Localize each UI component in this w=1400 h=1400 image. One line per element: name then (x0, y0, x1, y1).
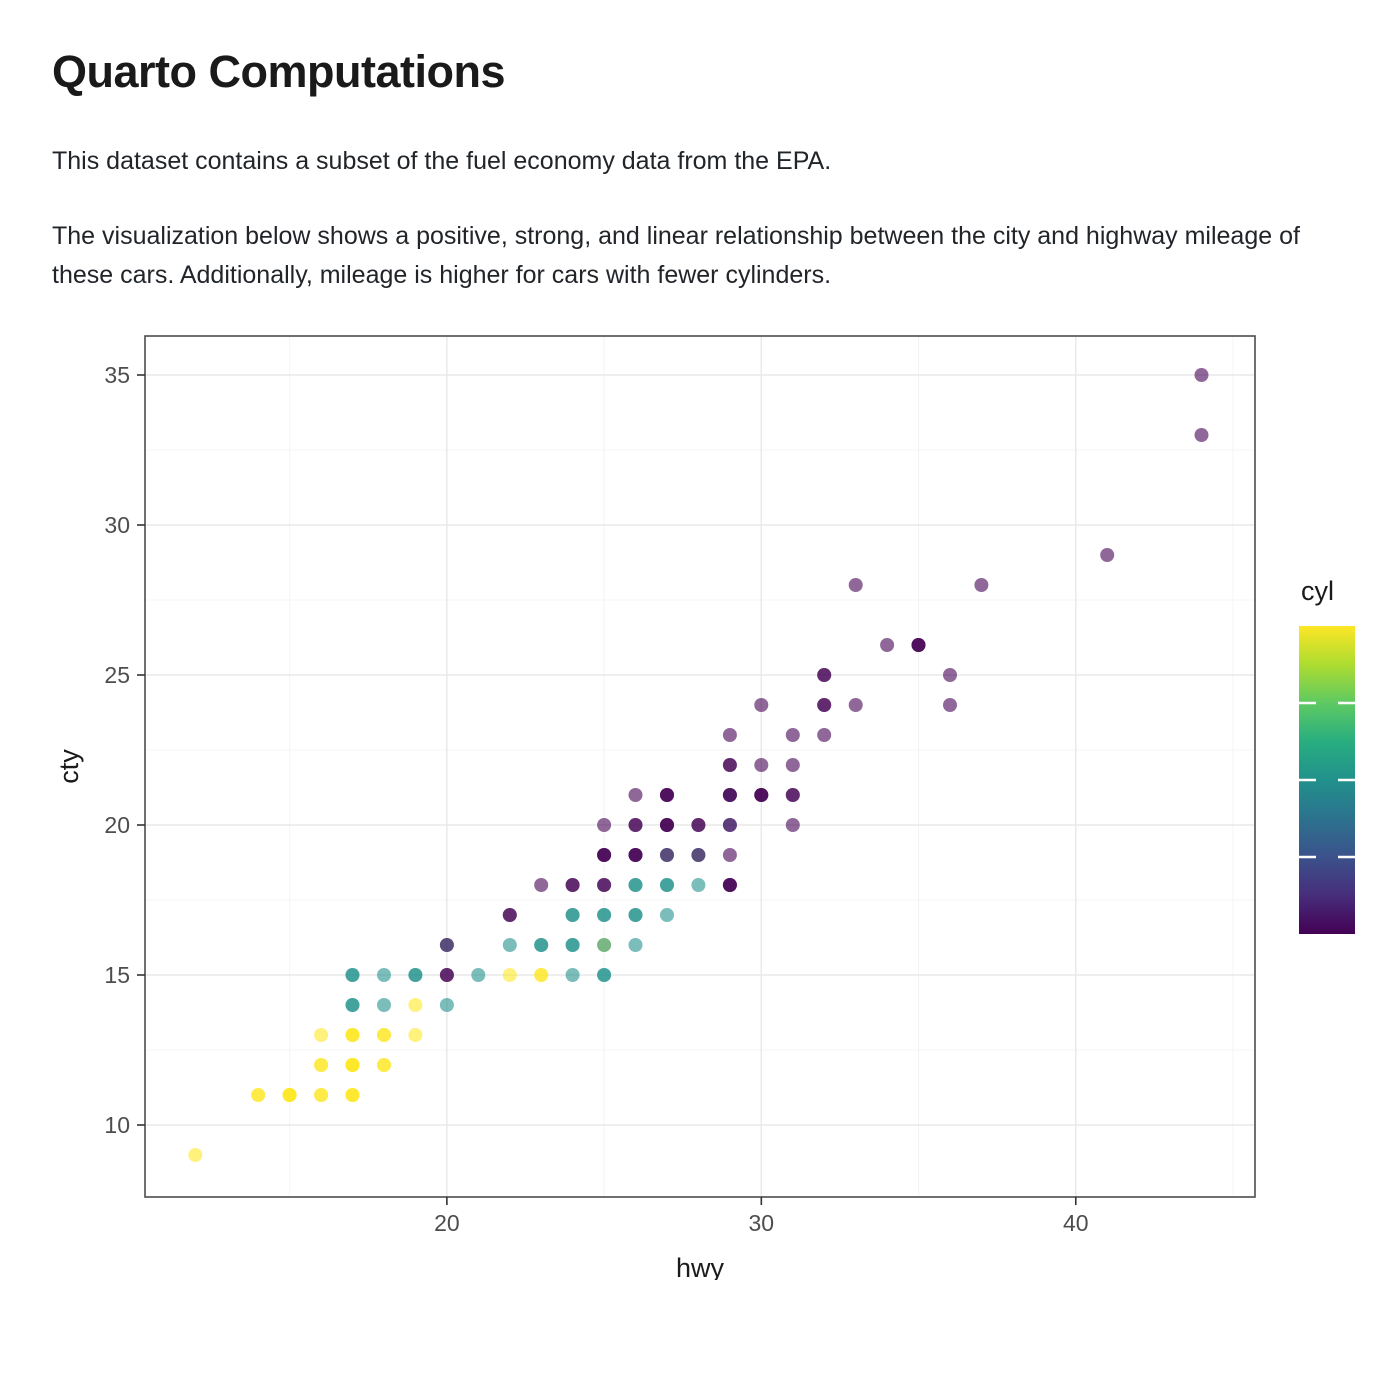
scatter-point (565, 908, 580, 923)
scatter-point (722, 878, 737, 893)
scatter-point (345, 1088, 360, 1103)
scatter-point (345, 1058, 360, 1073)
scatter-point (911, 638, 926, 653)
paragraph-dataset-description: This dataset contains a subset of the fu… (52, 147, 832, 175)
scatter-point (785, 728, 800, 743)
scatter-plot: 20 30 40 10 15 20 25 30 35 hwy cty cyl (52, 330, 1355, 1285)
scatter-point (817, 668, 832, 683)
scatter-point (660, 818, 674, 833)
y-tick-label: 30 (104, 512, 130, 538)
scatter-point (534, 938, 549, 953)
scatter-point (691, 848, 706, 863)
scatter-point (377, 998, 391, 1013)
scatter-point (628, 788, 643, 803)
figure: 20 30 40 10 15 20 25 30 35 hwy cty cyl (52, 330, 1355, 1285)
scatter-point (597, 878, 612, 893)
scatter-point (785, 758, 800, 773)
scatter-point (597, 818, 612, 833)
scatter-point (722, 758, 737, 773)
scatter-point (974, 578, 989, 593)
scatter-point (377, 968, 391, 983)
panel-border (144, 335, 1256, 1199)
scatter-point (660, 848, 674, 863)
y-tick-label: 25 (104, 662, 130, 688)
x-tick-label: 20 (434, 1210, 460, 1236)
scatter-point (597, 908, 612, 923)
scatter-point (502, 938, 517, 953)
scatter-point (314, 1058, 329, 1073)
scatter-point (754, 698, 769, 713)
scatter-point (1100, 548, 1115, 563)
scatter-point (502, 908, 517, 923)
scatter-point (534, 878, 549, 893)
scatter-point (628, 818, 643, 833)
scatter-point (1194, 368, 1209, 383)
scatter-point (754, 788, 769, 803)
scatter-point (345, 998, 360, 1013)
scatter-point (943, 668, 957, 683)
scatter-point (565, 968, 580, 983)
scatter-point (817, 728, 832, 743)
y-tick-label: 15 (104, 962, 130, 988)
scatter-point (502, 968, 517, 983)
scatter-point (660, 878, 674, 893)
x-axis-title: hwy (676, 1253, 725, 1280)
scatter-point (439, 938, 454, 953)
scatter-point (408, 968, 423, 983)
x-tick-label: 40 (1063, 1210, 1089, 1236)
y-tick-label: 10 (104, 1112, 130, 1138)
x-tick-label: 30 (749, 1210, 775, 1236)
scatter-point (722, 728, 737, 743)
scatter-point (785, 818, 800, 833)
scatter-point (188, 1148, 203, 1163)
page-title: Quarto Computations (52, 46, 505, 97)
scatter-point (943, 698, 957, 713)
scatter-point (377, 1058, 391, 1073)
scatter-point (628, 878, 643, 893)
scatter-point (408, 998, 423, 1013)
scatter-point (628, 848, 643, 863)
scatter-point (660, 788, 674, 803)
scatter-point (660, 908, 674, 923)
scatter-point (534, 968, 549, 983)
scatter-point (471, 968, 486, 983)
scatter-point (691, 818, 706, 833)
scatter-point (439, 968, 454, 983)
scatter-point (691, 878, 706, 893)
scatter-point (628, 908, 643, 923)
scatter-point (848, 698, 863, 713)
scatter-point (314, 1028, 329, 1043)
scatter-point (314, 1088, 329, 1103)
scatter-point (345, 968, 360, 983)
scatter-point (817, 698, 832, 713)
scatter-point (345, 1028, 360, 1043)
scatter-point (880, 638, 895, 653)
scatter-point (251, 1088, 266, 1103)
scatter-point (282, 1088, 297, 1103)
scatter-plot-svg: 20 30 40 10 15 20 25 30 35 hwy cty cyl (54, 335, 1355, 1283)
scatter-point (565, 938, 580, 953)
scatter-point (722, 818, 737, 833)
panel-background (145, 336, 1255, 1198)
scatter-point (754, 758, 769, 773)
scatter-point (439, 998, 454, 1013)
scatter-point (722, 788, 737, 803)
y-tick-label: 20 (104, 812, 130, 838)
scatter-point (565, 878, 580, 893)
y-tick-label: 35 (104, 362, 130, 388)
scatter-point (785, 788, 800, 803)
y-axis-title: cty (54, 749, 84, 784)
scatter-point (1194, 428, 1209, 443)
scatter-point (597, 968, 612, 983)
scatter-point (597, 848, 612, 863)
scatter-point (722, 848, 737, 863)
legend-title: cyl (1301, 576, 1334, 606)
scatter-point (377, 1028, 391, 1043)
paragraph-visualization-description: The visualization below shows a positive… (52, 221, 1300, 289)
scatter-point (597, 938, 612, 953)
scatter-point (848, 578, 863, 593)
scatter-point (408, 1028, 423, 1043)
scatter-point (628, 938, 643, 953)
